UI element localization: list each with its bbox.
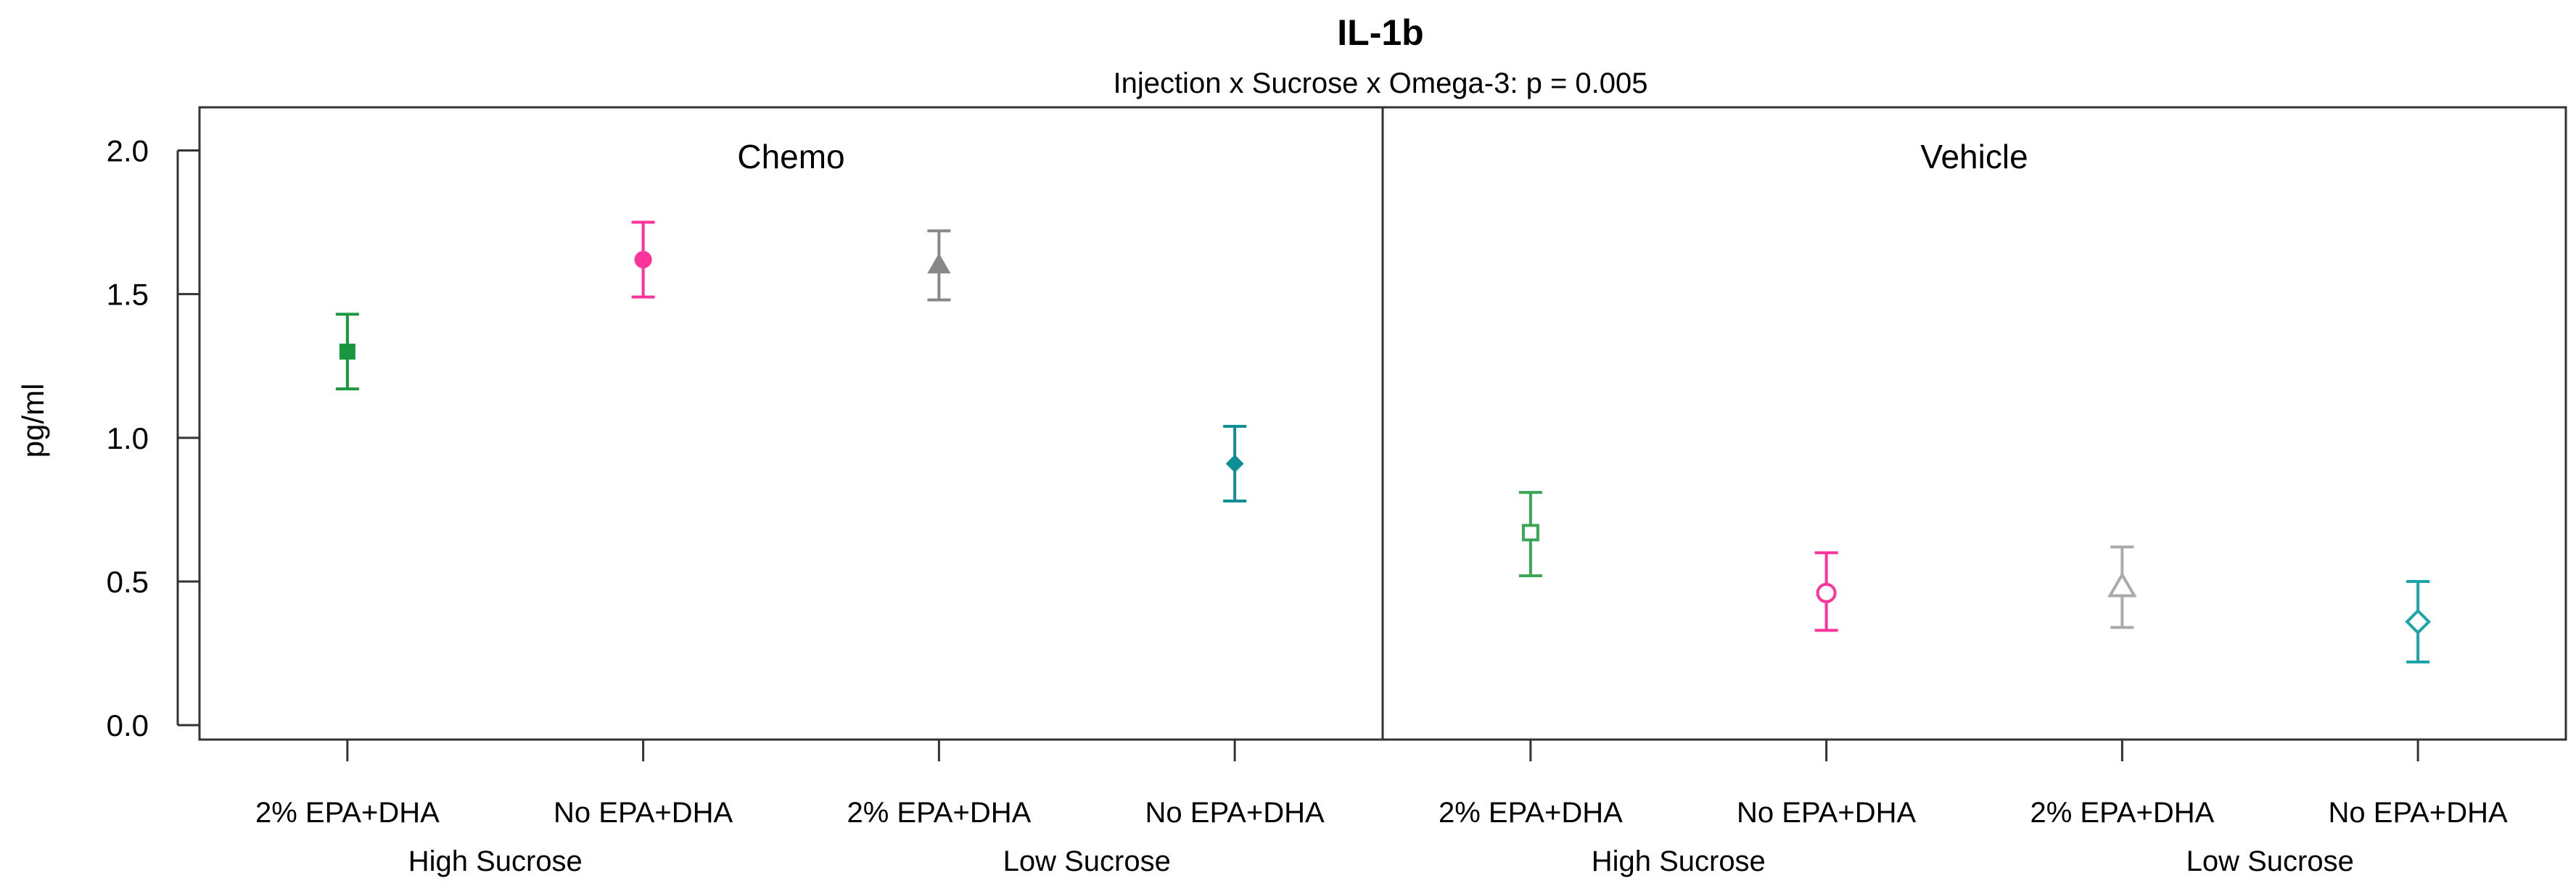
- x-tick-label: 2% EPA+DHA: [255, 797, 440, 829]
- data-point-diamond: [1225, 455, 1244, 473]
- y-axis-label: pg/ml: [16, 384, 50, 458]
- x-tick-label: No EPA+DHA: [2329, 797, 2508, 829]
- y-tick-label: 0.5: [107, 565, 149, 599]
- x-tick-label: 2% EPA+DHA: [847, 797, 1031, 829]
- data-point-square: [339, 343, 355, 360]
- x-tick-label: No EPA+DHA: [1737, 797, 1916, 829]
- y-tick-label: 1.0: [107, 421, 149, 455]
- plot-area: 0.0 0.5 1.0 1.5 2.0 Chemo High Sucrose Low Sucr…: [107, 106, 2567, 877]
- data-point-triangle: [927, 253, 951, 274]
- x-tick-label: 2% EPA+DHA: [2030, 797, 2214, 829]
- group-label: High Sucrose: [408, 845, 583, 877]
- panel-label: Chemo: [737, 138, 844, 175]
- panel-label: Vehicle: [1920, 138, 2028, 175]
- y-tick-label: 2.0: [107, 133, 149, 167]
- data-point-triangle: [2107, 571, 2137, 597]
- data-point-circle: [1816, 582, 1837, 603]
- group-label: High Sucrose: [1592, 845, 1766, 877]
- chart-subtitle: Injection x Sucrose x Omega-3: p = 0.005: [1113, 67, 1647, 99]
- x-tick-label: No EPA+DHA: [1145, 797, 1325, 829]
- x-tick-label: 2% EPA+DHA: [1439, 797, 1623, 829]
- group-label: Low Sucrose: [1003, 845, 1171, 877]
- group-label: Low Sucrose: [2186, 845, 2354, 877]
- data-point-square: [1521, 523, 1539, 542]
- data-point-diamond: [2405, 608, 2431, 635]
- chart-title: IL-1b: [1337, 12, 1423, 53]
- data-point-circle: [634, 251, 652, 269]
- x-tick-label: No EPA+DHA: [554, 797, 733, 829]
- y-tick-label: 1.5: [107, 278, 149, 312]
- y-tick-label: 0.0: [107, 708, 149, 742]
